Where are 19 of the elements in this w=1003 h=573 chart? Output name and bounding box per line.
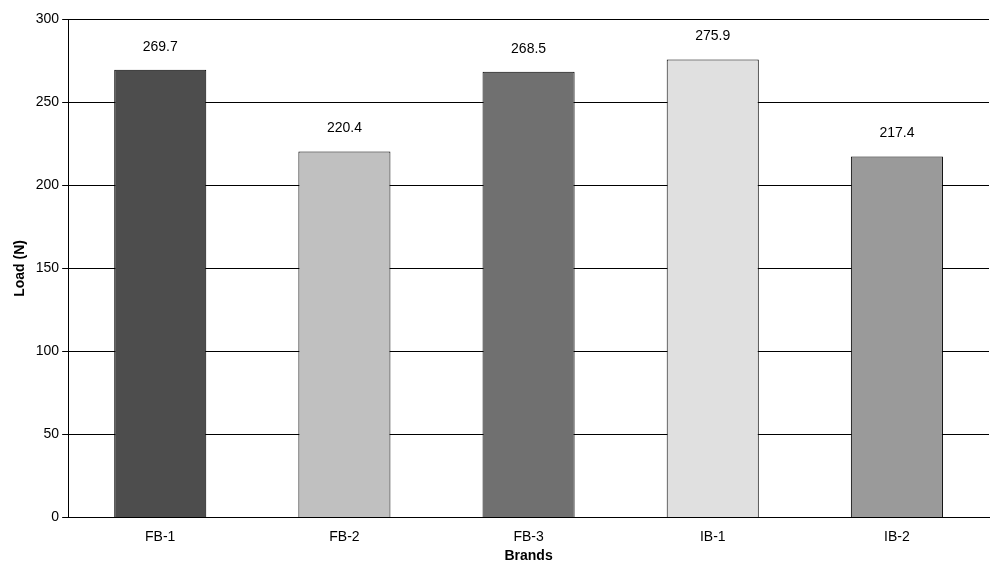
y-tick-label: 50 — [43, 425, 60, 442]
x-axis-title: Brands — [504, 547, 553, 564]
x-tick-label: FB-3 — [513, 527, 544, 544]
y-tick-label: 0 — [51, 508, 60, 525]
y-tick-label: 250 — [35, 93, 60, 110]
data-label: 217.4 — [879, 124, 915, 141]
x-tick-label: IB-2 — [884, 527, 910, 544]
x-tick-label: IB-1 — [699, 527, 726, 544]
y-tick-label: 200 — [35, 176, 60, 193]
x-tick-label: FB-1 — [145, 527, 176, 544]
x-tick-label: FB-2 — [329, 527, 360, 544]
y-axis-title: Load (N) — [11, 240, 28, 297]
y-tick-label: 300 — [35, 10, 60, 27]
y-tick-label: 100 — [35, 342, 60, 359]
y-tick-label: 150 — [35, 259, 60, 276]
data-label: 220.4 — [326, 119, 363, 136]
data-label: 275.9 — [695, 27, 731, 44]
data-label: 268.5 — [511, 39, 547, 56]
data-label: 269.7 — [142, 37, 178, 54]
